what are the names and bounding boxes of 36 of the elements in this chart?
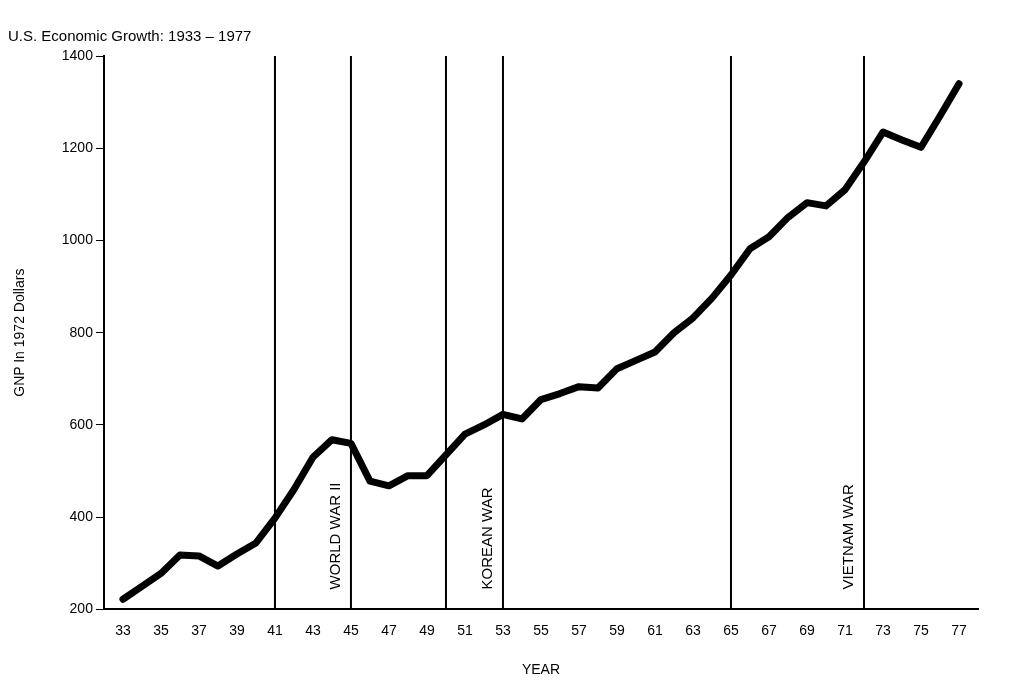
ref-line-label: VIETNAM WAR: [838, 483, 856, 590]
y-tick-label: 200: [69, 600, 94, 617]
x-tick-label: 61: [647, 621, 663, 638]
x-tick-label: 51: [457, 621, 473, 638]
x-tick-label: 73: [875, 621, 891, 638]
x-tick-label: 53: [495, 621, 511, 638]
y-tick-label: 1400: [61, 46, 94, 63]
x-tick-label: 37: [191, 621, 207, 638]
x-tick-label: 67: [761, 621, 777, 638]
x-axis-title: YEAR: [521, 661, 561, 678]
chart-title: U.S. Economic Growth: 1933 – 1977: [8, 27, 252, 45]
x-tick-label: 49: [419, 621, 435, 638]
x-tick-label: 45: [343, 621, 359, 638]
y-axis-title: GNP In 1972 Dollars: [11, 268, 28, 397]
y-tick-label: 600: [69, 415, 94, 432]
y-tick-label: 1000: [61, 231, 94, 248]
y-tick-label: 400: [69, 508, 94, 525]
y-tick-label: 1200: [61, 139, 94, 156]
x-tick-label: 57: [571, 621, 587, 638]
x-tick-label: 33: [115, 621, 131, 638]
x-tick-label: 55: [533, 621, 549, 638]
x-tick-label: 59: [609, 621, 625, 638]
x-tick-label: 75: [913, 621, 929, 638]
x-tick-label: 71: [837, 621, 853, 638]
ref-line-label: KOREAN WAR: [477, 487, 495, 590]
x-tick-label: 35: [153, 621, 169, 638]
x-tick-label: 65: [723, 621, 739, 638]
x-tick-label: 77: [951, 621, 967, 638]
x-tick-label: 43: [305, 621, 321, 638]
y-tick-label: 800: [69, 323, 94, 340]
ref-line-label: WORLD WAR II: [325, 482, 343, 590]
x-tick-label: 47: [381, 621, 397, 638]
x-tick-label: 63: [685, 621, 701, 638]
x-tick-label: 41: [267, 621, 283, 638]
x-tick-label: 39: [229, 621, 245, 638]
x-tick-label: 69: [799, 621, 815, 638]
